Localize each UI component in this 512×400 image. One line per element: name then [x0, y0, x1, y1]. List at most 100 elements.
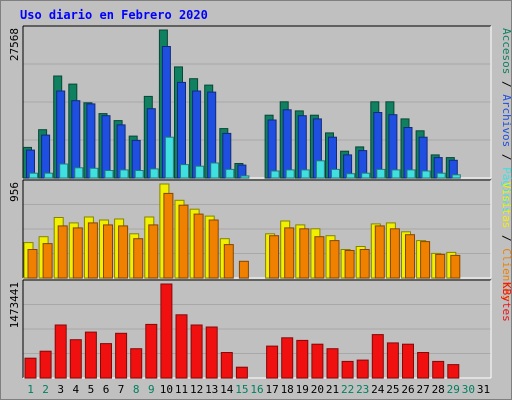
x-tick-label: 18 — [281, 383, 294, 396]
bar-archivos — [177, 81, 186, 179]
bar-páginas — [89, 167, 99, 179]
bar-kbytes — [220, 352, 233, 379]
panel-2-legend: Visitas / Clientes — [500, 182, 512, 301]
legend-entry-clientes: Clientes — [500, 248, 512, 301]
bar-páginas — [436, 172, 446, 179]
x-tick-label: 21 — [326, 383, 339, 396]
bar-kbytes — [190, 324, 203, 379]
bar-clientes — [359, 249, 370, 279]
bar-clientes — [223, 244, 234, 279]
x-tick-label: 9 — [148, 383, 155, 396]
bar-clientes — [238, 260, 249, 279]
x-tick-label: 19 — [296, 383, 309, 396]
x-tick-label: 29 — [447, 383, 460, 396]
x-tick-label: 13 — [205, 383, 218, 396]
bar-clientes — [344, 250, 355, 279]
x-tick-label: 24 — [371, 383, 385, 396]
bar-páginas — [195, 165, 205, 179]
bar-páginas — [104, 170, 114, 179]
bar-kbytes — [447, 364, 460, 379]
bar-kbytes — [417, 352, 430, 379]
x-tick-label: 28 — [432, 383, 445, 396]
x-tick-label: 27 — [416, 383, 429, 396]
bar-páginas — [29, 172, 38, 179]
x-tick-label: 4 — [72, 383, 79, 396]
bar-kbytes — [341, 360, 354, 379]
panel-1-max-label: 27568 — [8, 28, 21, 61]
panel-3-max-label: 1473441 — [8, 282, 21, 328]
bar-archivos — [41, 134, 51, 179]
bar-clientes — [284, 227, 295, 279]
x-tick-label: 30 — [462, 383, 475, 396]
bar-kbytes — [326, 348, 339, 379]
bar-clientes — [27, 249, 38, 279]
legend-entry-páginas: Páginas — [500, 167, 512, 213]
x-tick-label: 10 — [160, 383, 173, 396]
panel-1-legend: Accesos / Archivos / Páginas — [500, 28, 512, 213]
bar-kbytes — [24, 357, 37, 379]
bar-clientes — [178, 204, 189, 279]
bar-kbytes — [39, 350, 52, 379]
bar-clientes — [420, 241, 431, 279]
bar-kbytes — [235, 366, 248, 379]
x-tick-label: 5 — [88, 383, 95, 396]
panel-2-max-label: 956 — [8, 182, 21, 202]
bar-archivos — [86, 103, 96, 179]
bar-páginas — [270, 170, 280, 179]
bar-páginas — [346, 173, 356, 179]
bar-kbytes — [432, 360, 445, 379]
x-tick-label: 12 — [190, 383, 203, 396]
bar-clientes — [87, 222, 98, 279]
bar-kbytes — [296, 339, 309, 379]
x-tick-label: 3 — [57, 383, 64, 396]
bar-archivos — [388, 114, 398, 179]
bar-páginas — [44, 172, 54, 179]
x-tick-label: 26 — [401, 383, 414, 396]
bar-páginas — [376, 168, 386, 179]
x-tick-label: 14 — [220, 383, 234, 396]
x-tick-label: 16 — [250, 383, 263, 396]
bar-páginas — [451, 174, 461, 179]
bar-clientes — [42, 243, 53, 279]
bar-clientes — [103, 224, 113, 279]
bar-kbytes — [175, 314, 188, 379]
bar-clientes — [72, 227, 83, 279]
bar-kbytes — [145, 323, 158, 379]
legend-separator: / — [500, 228, 512, 248]
bar-kbytes — [311, 343, 324, 379]
bar-archivos — [297, 115, 307, 179]
x-tick-label: 23 — [356, 383, 369, 396]
bar-archivos — [71, 100, 81, 179]
bar-clientes — [193, 213, 204, 279]
bar-archivos — [373, 112, 383, 179]
bar-páginas — [180, 164, 189, 179]
chart-title: Uso diario en Febrero 2020 — [20, 8, 208, 22]
bar-clientes — [389, 228, 400, 279]
bar-kbytes — [160, 283, 173, 379]
bar-páginas — [300, 169, 310, 179]
bar-clientes — [405, 234, 415, 279]
bar-clientes — [57, 225, 68, 279]
bar-archivos — [146, 108, 156, 179]
legend-entry-archivos: Archivos — [500, 94, 512, 147]
bar-kbytes — [54, 324, 67, 379]
bar-páginas — [149, 168, 159, 179]
bar-kbytes — [69, 339, 82, 379]
legend-entry-kbytes: KBytes — [500, 282, 512, 322]
bar-archivos — [267, 119, 277, 179]
bar-clientes — [450, 254, 461, 279]
legend-separator: / — [500, 147, 512, 167]
bar-clientes — [208, 219, 219, 279]
x-tick-label: 11 — [175, 383, 188, 396]
bar-páginas — [406, 169, 416, 179]
x-tick-label: 17 — [265, 383, 278, 396]
bar-kbytes — [266, 345, 279, 379]
bar-clientes — [374, 225, 385, 279]
bar-páginas — [285, 169, 295, 179]
bar-clientes — [133, 238, 144, 279]
bar-archivos — [282, 109, 292, 179]
bar-páginas — [225, 168, 235, 179]
bar-kbytes — [281, 337, 294, 379]
x-tick-label: 25 — [386, 383, 399, 396]
